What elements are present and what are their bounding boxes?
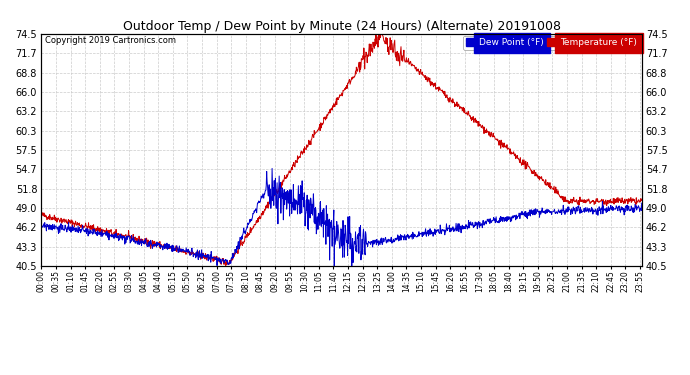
Legend: Dew Point (°F), Temperature (°F): Dew Point (°F), Temperature (°F) — [463, 36, 640, 50]
Title: Outdoor Temp / Dew Point by Minute (24 Hours) (Alternate) 20191008: Outdoor Temp / Dew Point by Minute (24 H… — [123, 20, 560, 33]
Text: Copyright 2019 Cartronics.com: Copyright 2019 Cartronics.com — [45, 36, 176, 45]
